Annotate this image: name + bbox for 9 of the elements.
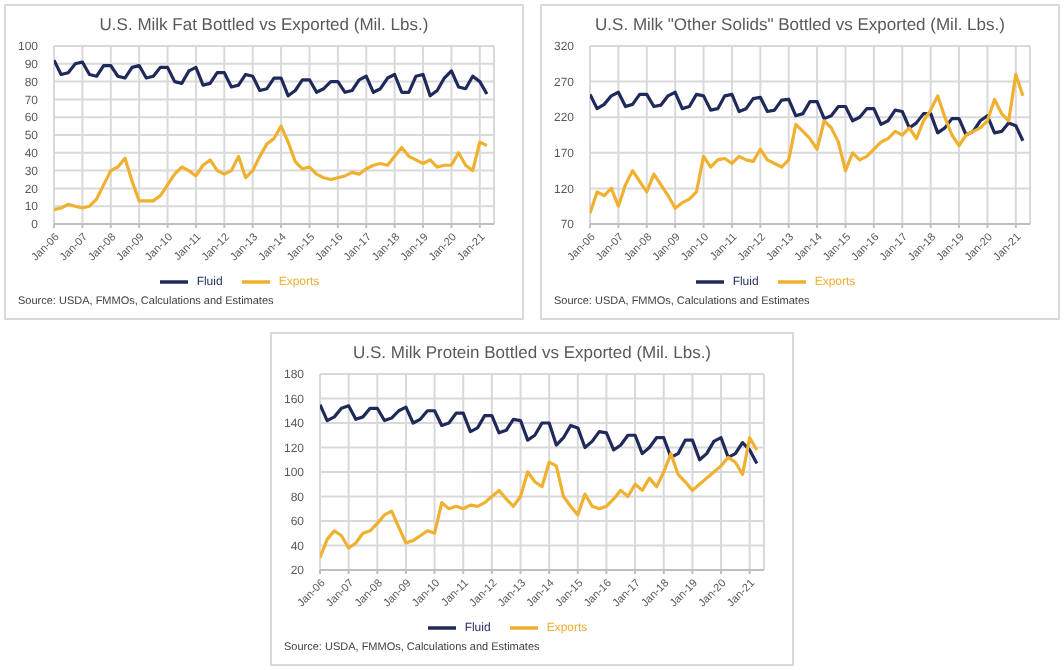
line-series [54,124,489,212]
line-series [320,436,759,560]
line-series [320,403,759,466]
line-series [590,90,1025,143]
chart-title: U.S. Milk Protein Bottled vs Exported (Mil. Lbs.) [350,342,714,366]
line-series [54,58,489,98]
chart-title: U.S. Milk Fat Bottled vs Exported (Mil. Lbs.) [97,14,431,38]
line-series [590,72,1025,215]
chart-title: U.S. Milk "Other Solids" Bottled vs Exported (Mil. Lbs.) [593,14,1007,38]
